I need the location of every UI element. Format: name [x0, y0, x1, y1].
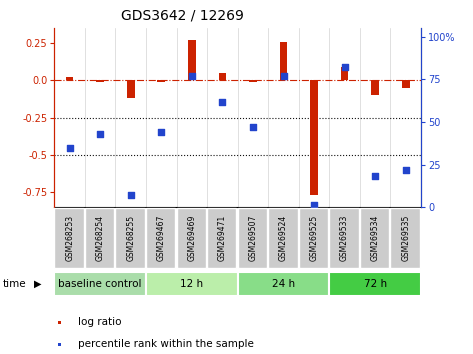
Text: ▶: ▶ — [34, 279, 42, 289]
Text: GSM268255: GSM268255 — [126, 215, 135, 261]
FancyBboxPatch shape — [54, 208, 84, 268]
FancyBboxPatch shape — [268, 208, 298, 268]
Text: GSM269524: GSM269524 — [279, 215, 288, 261]
Bar — [58, 343, 61, 346]
Text: 72 h: 72 h — [364, 279, 387, 289]
Text: percentile rank within the sample: percentile rank within the sample — [78, 339, 254, 349]
FancyBboxPatch shape — [329, 272, 421, 296]
Point — [310, 202, 318, 208]
Bar — [219, 73, 226, 80]
Point — [66, 145, 73, 150]
Text: GSM269525: GSM269525 — [309, 215, 318, 261]
Bar — [249, 80, 257, 82]
Text: GSM268253: GSM268253 — [65, 215, 74, 261]
FancyBboxPatch shape — [115, 208, 145, 268]
Text: log ratio: log ratio — [78, 317, 122, 327]
Text: GSM269533: GSM269533 — [340, 215, 349, 261]
Point — [158, 129, 165, 135]
Text: 24 h: 24 h — [272, 279, 295, 289]
Bar — [66, 78, 73, 80]
FancyBboxPatch shape — [390, 208, 420, 268]
Text: time: time — [2, 279, 26, 289]
FancyBboxPatch shape — [329, 208, 359, 268]
FancyBboxPatch shape — [299, 208, 328, 268]
Bar — [58, 321, 61, 324]
Text: GDS3642 / 12269: GDS3642 / 12269 — [121, 9, 244, 23]
Bar — [402, 80, 410, 88]
FancyBboxPatch shape — [207, 208, 236, 268]
Text: GSM269535: GSM269535 — [401, 215, 410, 261]
Bar — [158, 80, 165, 82]
Point — [127, 192, 134, 198]
Point — [219, 99, 226, 104]
FancyBboxPatch shape — [237, 208, 267, 268]
Text: GSM269534: GSM269534 — [371, 215, 380, 261]
Text: GSM269467: GSM269467 — [157, 215, 166, 261]
Text: GSM269471: GSM269471 — [218, 215, 227, 261]
Bar — [341, 67, 349, 80]
Bar — [96, 80, 104, 82]
Point — [249, 124, 257, 130]
FancyBboxPatch shape — [146, 208, 175, 268]
Text: 12 h: 12 h — [180, 279, 203, 289]
Text: GSM269507: GSM269507 — [248, 215, 257, 261]
FancyBboxPatch shape — [237, 272, 329, 296]
FancyBboxPatch shape — [360, 208, 389, 268]
Text: GSM269469: GSM269469 — [187, 215, 196, 261]
FancyBboxPatch shape — [54, 272, 146, 296]
Point — [371, 173, 379, 179]
Point — [188, 73, 196, 79]
Text: baseline control: baseline control — [59, 279, 142, 289]
Point — [341, 65, 349, 70]
Text: GSM268254: GSM268254 — [96, 215, 105, 261]
Bar — [371, 80, 379, 95]
Bar — [280, 42, 287, 80]
Point — [280, 73, 287, 79]
Point — [96, 131, 104, 137]
FancyBboxPatch shape — [85, 208, 114, 268]
Bar — [127, 80, 135, 98]
Bar — [310, 80, 318, 195]
FancyBboxPatch shape — [146, 272, 237, 296]
Bar — [188, 40, 196, 80]
FancyBboxPatch shape — [176, 208, 206, 268]
Point — [402, 167, 410, 172]
